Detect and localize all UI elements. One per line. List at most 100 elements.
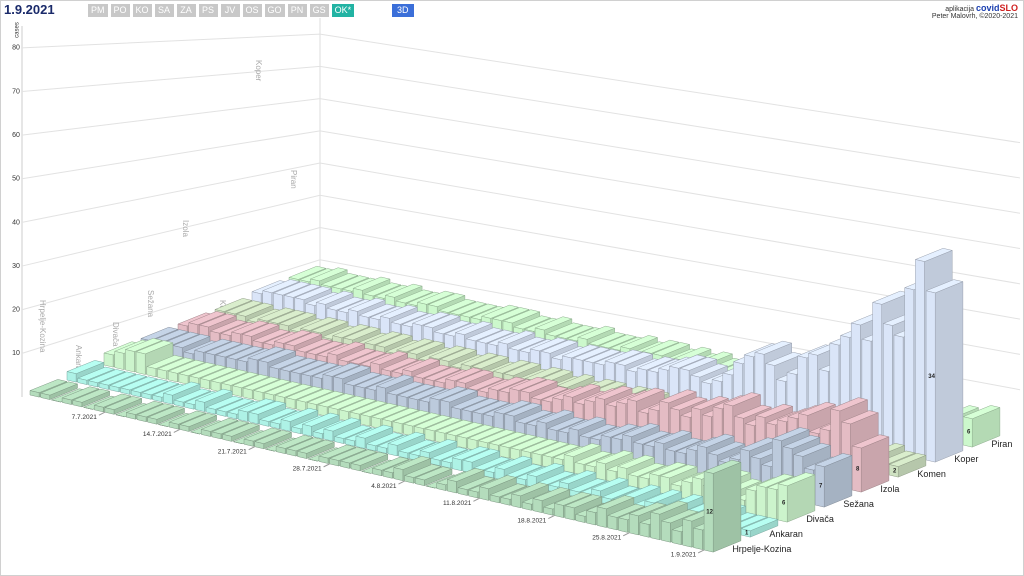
bar-front (297, 450, 307, 459)
bar-front (451, 457, 462, 472)
region-button[interactable]: OS (242, 4, 262, 17)
credit: Peter Malovrh, ©2020-2021 (931, 13, 1018, 20)
x-tick-label: 25.8.2021 (592, 534, 621, 541)
x-tick (473, 497, 480, 502)
bar (777, 472, 816, 523)
region-button[interactable]: PO (110, 4, 130, 17)
bar-front (489, 494, 500, 504)
region-button[interactable]: PM (88, 4, 108, 17)
bar-front (242, 387, 253, 400)
bar-front (531, 452, 542, 466)
bar-front (83, 407, 93, 410)
bar-front (596, 506, 607, 528)
x-tick-label: 21.7.2021 (218, 448, 247, 455)
y-tick-label: 40 (12, 219, 20, 226)
bar-front (115, 414, 125, 418)
x-tick-label: 11.8.2021 (443, 500, 472, 507)
bar-front (275, 446, 286, 455)
bar-front (270, 421, 280, 430)
bar-front (618, 517, 628, 533)
bar (925, 279, 964, 463)
bar-front (222, 433, 232, 442)
bar-front (120, 387, 130, 395)
bar-front (109, 385, 120, 393)
value-label: 12 (706, 509, 713, 515)
bar-front (628, 513, 639, 536)
grid-line (21, 162, 1021, 285)
bar-front (66, 371, 77, 383)
y-tick-label: 20 (12, 307, 20, 314)
x-tick-label: 28.7.2021 (293, 466, 322, 473)
bar-front (355, 435, 366, 449)
bar-front (286, 448, 297, 457)
region-button[interactable]: OK* (331, 4, 355, 17)
region-button[interactable]: PN (287, 4, 307, 17)
row-label: Sežana (843, 499, 874, 509)
bar-front (693, 527, 703, 550)
bar-front (393, 467, 404, 482)
bar-front (216, 409, 227, 417)
bar-front (302, 423, 312, 437)
bar-side (712, 461, 742, 553)
bar-front (586, 510, 596, 526)
y-tick-label: 50 (12, 176, 20, 183)
y-tick-label: 30 (12, 263, 20, 270)
row-label: Koper (954, 454, 978, 464)
bar-front (211, 431, 222, 440)
bar-front (103, 352, 114, 368)
bar-front (136, 414, 147, 423)
region-button[interactable]: JV (220, 4, 240, 17)
x-tick-label: 4.8.2021 (371, 483, 397, 490)
grid-line (21, 33, 1021, 144)
region-button[interactable]: GS (309, 4, 329, 17)
value-label: 6 (967, 429, 971, 435)
date-title: 1.9.2021 (4, 2, 55, 17)
region-button[interactable]: KO (132, 4, 152, 17)
value-label: 6 (782, 501, 786, 507)
bar-front (125, 349, 135, 373)
bar-front (146, 366, 157, 378)
x-tick (173, 428, 181, 433)
bar-front (329, 458, 339, 467)
bar-front (377, 445, 387, 454)
x-tick-label: 14.7.2021 (143, 431, 172, 438)
bar-front (521, 501, 532, 511)
bar-front (254, 441, 265, 450)
y-axis-label: cases (15, 22, 21, 38)
region-button[interactable]: ZA (176, 4, 196, 17)
bar-front (248, 411, 259, 425)
bar (703, 459, 742, 553)
y-tick-label: 60 (12, 132, 20, 139)
bar-front (340, 460, 350, 469)
bar-front (88, 380, 98, 388)
region-button[interactable]: PS (198, 4, 218, 17)
bar-front (893, 334, 904, 456)
bar-front (456, 435, 467, 449)
bar-front (745, 488, 756, 516)
bar-front (414, 477, 425, 487)
bar (104, 396, 143, 415)
row-label: Ankaran (769, 529, 803, 539)
region-button[interactable]: SA (154, 4, 174, 17)
bar-front (200, 378, 210, 390)
bar-front (205, 407, 216, 415)
x-tick (697, 549, 705, 554)
bar (253, 430, 293, 450)
bar-front (756, 484, 767, 518)
bar-front (398, 450, 409, 459)
x-tick-label: 1.9.2021 (671, 552, 697, 559)
region-button[interactable]: GO (264, 4, 285, 17)
bar-front (366, 443, 376, 452)
bar-front (72, 399, 83, 408)
value-label: 34 (928, 374, 935, 380)
bar (814, 453, 853, 508)
grid-line (21, 65, 1021, 179)
bar-front (392, 421, 403, 434)
mode-button[interactable]: 3D (392, 4, 414, 17)
bar-front (318, 455, 329, 464)
bar-front (564, 505, 575, 521)
bar-front (441, 460, 451, 469)
bar (71, 388, 111, 408)
bar (414, 466, 453, 487)
